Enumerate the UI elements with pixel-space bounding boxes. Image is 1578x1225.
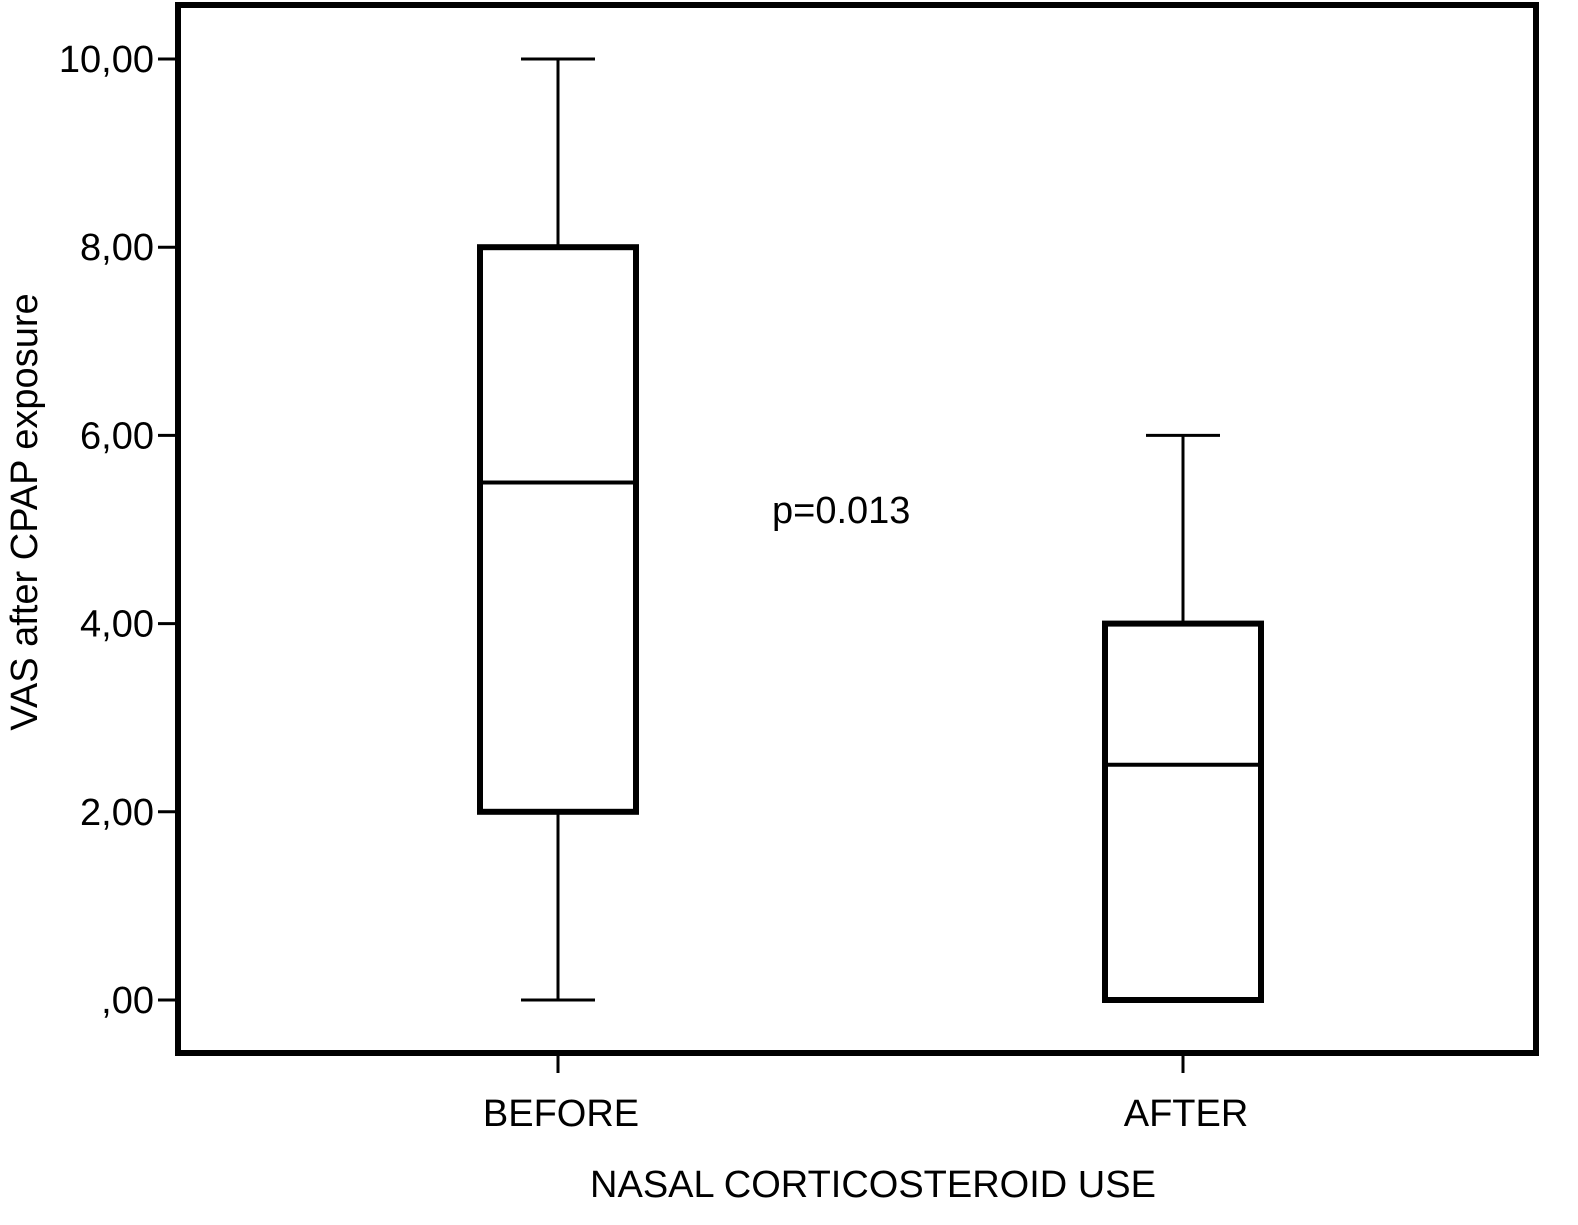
y-tick-label: ,00 xyxy=(101,980,154,1022)
y-tick-label: 4,00 xyxy=(80,604,154,646)
plot-frame xyxy=(175,2,1539,1056)
y-tick-label: 10,00 xyxy=(59,39,154,81)
y-tick-label: 6,00 xyxy=(80,415,154,457)
boxes xyxy=(477,57,1264,1003)
iqr-box xyxy=(1102,620,1264,1003)
y-axis-title: VAS after CPAP exposure xyxy=(4,293,46,730)
iqr-box xyxy=(477,244,639,815)
box-after xyxy=(1102,433,1264,1003)
y-tick-label: 2,00 xyxy=(80,792,154,834)
p-value-annotation: p=0.013 xyxy=(772,490,910,532)
y-tick-label: 8,00 xyxy=(80,227,154,269)
y-axis: ,00 2,00 4,00 6,00 8,00 10,00 xyxy=(59,39,178,1022)
x-category-label: AFTER xyxy=(1124,1093,1249,1135)
x-axis-title: NASAL CORTICOSTEROID USE xyxy=(590,1164,1156,1206)
box-before xyxy=(477,57,639,1002)
x-category-label: BEFORE xyxy=(483,1093,639,1135)
x-axis: BEFORE AFTER xyxy=(483,1053,1248,1135)
